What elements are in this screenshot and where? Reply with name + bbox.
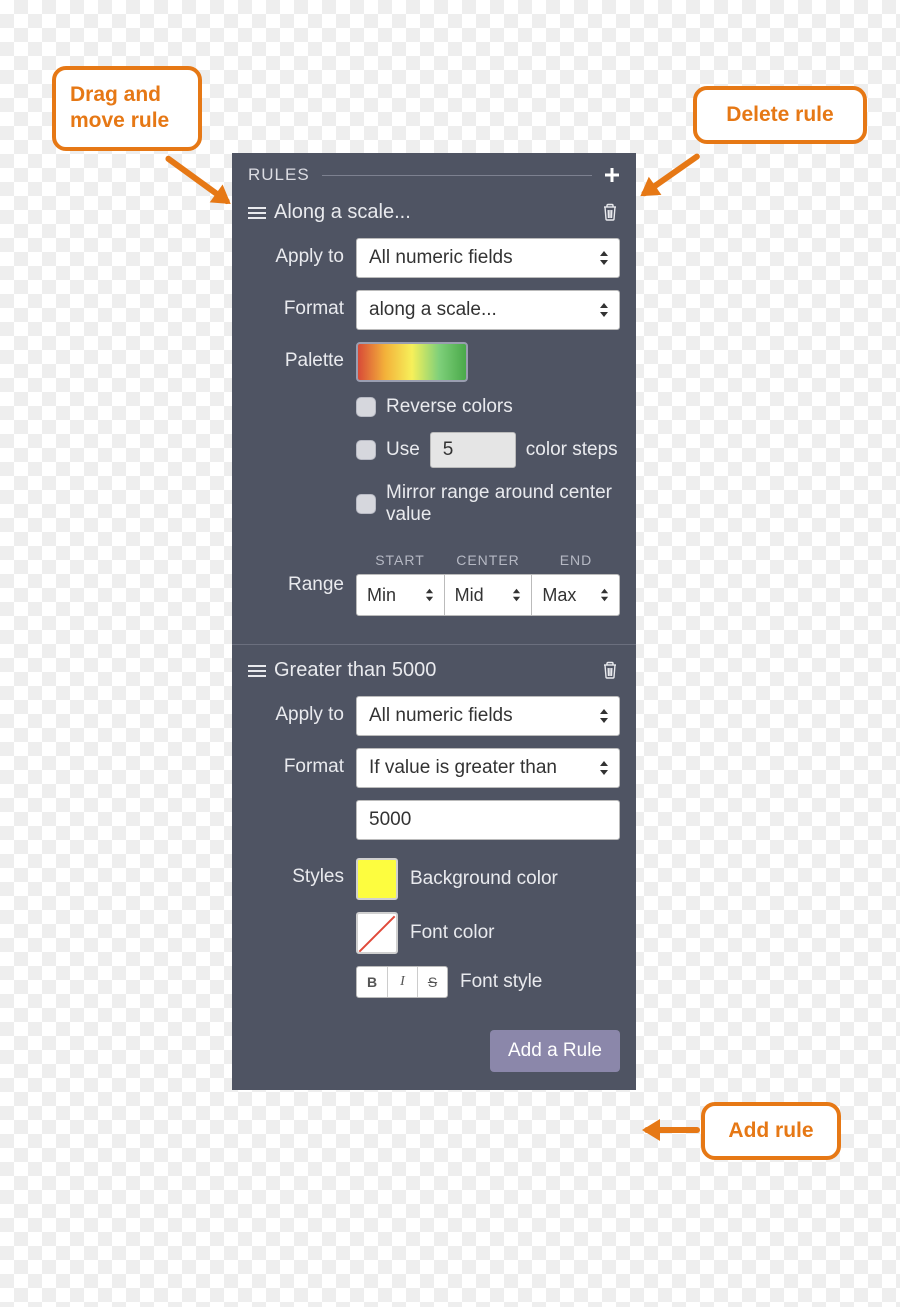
palette-swatch[interactable]: [356, 342, 468, 382]
updown-icon: [512, 589, 521, 602]
use-steps-checkbox[interactable]: [356, 440, 376, 460]
arrow-add: [644, 1127, 700, 1133]
rule2-format-label: Format: [232, 748, 356, 778]
range-end-select[interactable]: Max: [532, 574, 620, 616]
add-rule-button[interactable]: Add a Rule: [490, 1030, 620, 1072]
rule1-format-value: along a scale...: [369, 299, 497, 321]
bold-button[interactable]: B: [357, 967, 387, 997]
panel-title: RULES: [248, 165, 310, 185]
arrow-drag: [164, 155, 231, 206]
callout-drag: Drag and move rule: [52, 66, 202, 151]
mirror-range-label: Mirror range around center value: [386, 482, 616, 526]
rule2-format-value: If value is greater than: [369, 757, 557, 779]
arrow-delete: [640, 152, 701, 197]
panel-header: RULES: [232, 153, 636, 191]
updown-icon: [600, 589, 609, 602]
rule1-format-label: Format: [232, 290, 356, 320]
rule1-apply-to-value: All numeric fields: [369, 247, 513, 269]
rule-divider: [232, 644, 636, 645]
strike-button[interactable]: S: [417, 967, 447, 997]
font-style-label: Font style: [460, 971, 542, 993]
font-style-group: B I S: [356, 966, 448, 998]
color-steps-suffix: color steps: [526, 439, 618, 461]
rule2-apply-to-label: Apply to: [232, 696, 356, 726]
threshold-value: 5000: [369, 809, 411, 831]
header-divider: [322, 175, 592, 176]
rule1-format-select[interactable]: along a scale...: [356, 290, 620, 330]
rule2-format-select[interactable]: If value is greater than: [356, 748, 620, 788]
range-headers: START CENTER END: [356, 552, 620, 568]
panel-footer: Add a Rule: [232, 1004, 636, 1072]
rule1-apply-to-label: Apply to: [232, 238, 356, 268]
rule2-header: Greater than 5000: [232, 649, 636, 690]
rule2-styles-label: Styles: [232, 858, 356, 888]
rule1-title: Along a scale...: [274, 201, 411, 224]
rule1-apply-to-select[interactable]: All numeric fields: [356, 238, 620, 278]
updown-icon: [599, 251, 609, 265]
callout-add: Add rule: [701, 1102, 841, 1160]
rule1-header: Along a scale...: [232, 191, 636, 232]
updown-icon: [599, 761, 609, 775]
range-center-select[interactable]: Mid: [445, 574, 533, 616]
range-header-end: END: [532, 552, 620, 568]
bg-color-swatch[interactable]: [356, 858, 398, 900]
font-color-swatch[interactable]: [356, 912, 398, 954]
range-start-select[interactable]: Min: [356, 574, 445, 616]
updown-icon: [599, 709, 609, 723]
rule2-apply-to-value: All numeric fields: [369, 705, 513, 727]
rules-panel: RULES Along a scale... Apply to All nume…: [232, 153, 636, 1090]
callout-delete: Delete rule: [693, 86, 867, 144]
delete-rule-icon[interactable]: [602, 203, 620, 223]
italic-button[interactable]: I: [387, 967, 417, 997]
range-end-value: Max: [542, 585, 576, 606]
use-steps-label: Use: [386, 439, 420, 461]
range-header-center: CENTER: [444, 552, 532, 568]
reverse-colors-checkbox[interactable]: [356, 397, 376, 417]
drag-handle-icon[interactable]: [248, 206, 266, 220]
color-steps-value: 5: [443, 439, 454, 461]
rule2-title: Greater than 5000: [274, 659, 436, 682]
mirror-range-checkbox[interactable]: [356, 494, 376, 514]
range-start-value: Min: [367, 585, 396, 606]
updown-icon: [599, 303, 609, 317]
reverse-colors-label: Reverse colors: [386, 396, 513, 418]
delete-rule-icon[interactable]: [602, 661, 620, 681]
threshold-input[interactable]: 5000: [356, 800, 620, 840]
font-color-label: Font color: [410, 922, 494, 944]
rule1-range-label: Range: [232, 546, 356, 596]
add-rule-icon[interactable]: [604, 167, 620, 183]
rule2-apply-to-select[interactable]: All numeric fields: [356, 696, 620, 736]
empty-label: [232, 800, 356, 808]
drag-handle-icon[interactable]: [248, 664, 266, 678]
rule1-palette-label: Palette: [232, 342, 356, 372]
color-steps-input[interactable]: 5: [430, 432, 516, 468]
range-center-value: Mid: [455, 585, 484, 606]
bg-color-label: Background color: [410, 868, 558, 890]
range-header-start: START: [356, 552, 444, 568]
updown-icon: [425, 589, 434, 602]
